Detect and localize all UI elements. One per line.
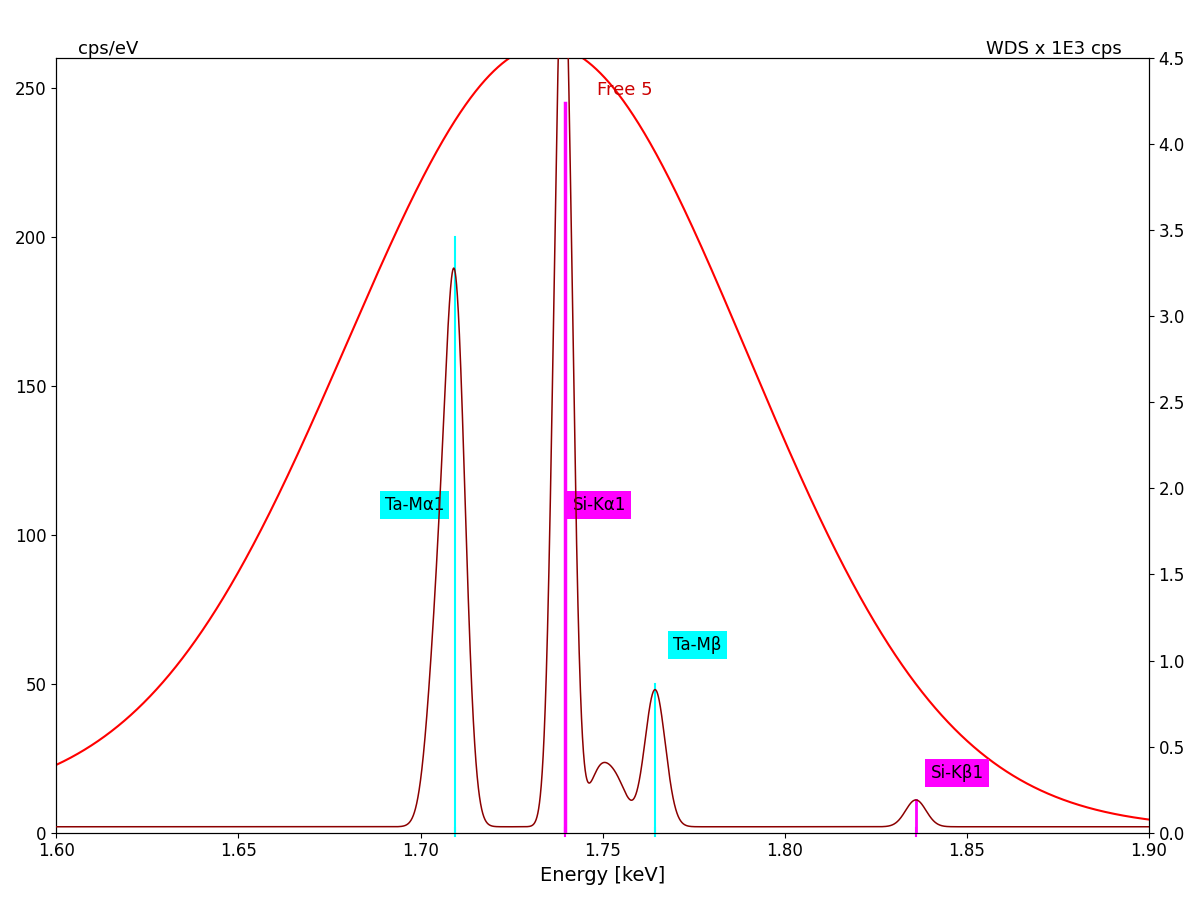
Text: Si-Kα1: Si-Kα1 <box>572 496 625 514</box>
Text: Si-Kβ1: Si-Kβ1 <box>930 764 984 782</box>
Text: Free 5: Free 5 <box>596 81 653 99</box>
X-axis label: Energy [keV]: Energy [keV] <box>540 866 665 885</box>
Text: Ta-Mβ: Ta-Mβ <box>673 636 721 654</box>
Text: Ta-Mα1: Ta-Mα1 <box>385 496 444 514</box>
Text: WDS x 1E3 cps: WDS x 1E3 cps <box>986 40 1122 58</box>
Text: cps/eV: cps/eV <box>78 40 138 58</box>
